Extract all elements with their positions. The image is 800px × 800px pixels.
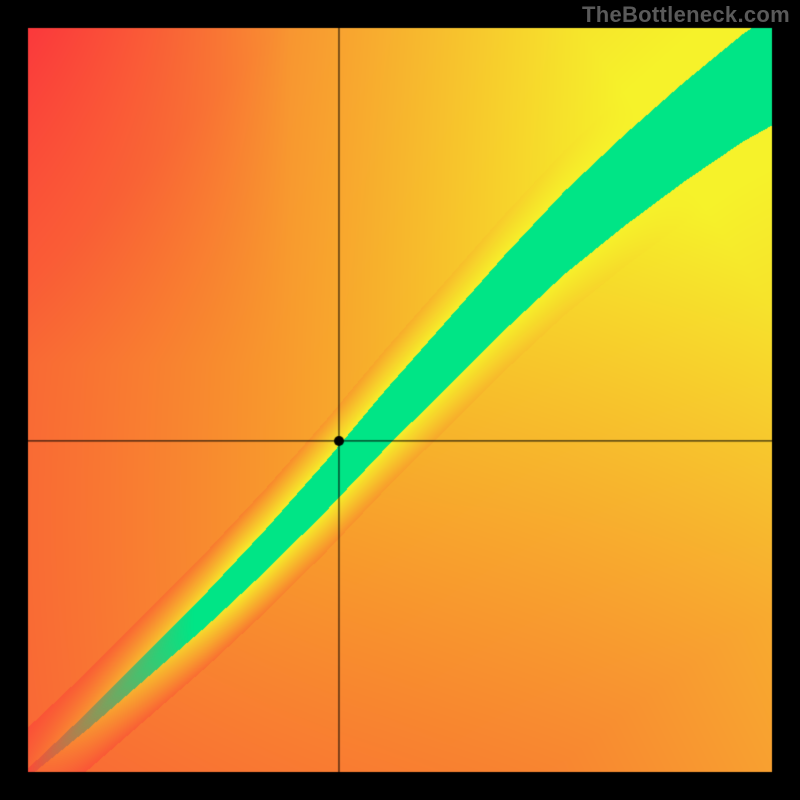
chart-container: TheBottleneck.com: [0, 0, 800, 800]
watermark-text: TheBottleneck.com: [582, 2, 790, 28]
bottleneck-heatmap: [0, 0, 800, 800]
